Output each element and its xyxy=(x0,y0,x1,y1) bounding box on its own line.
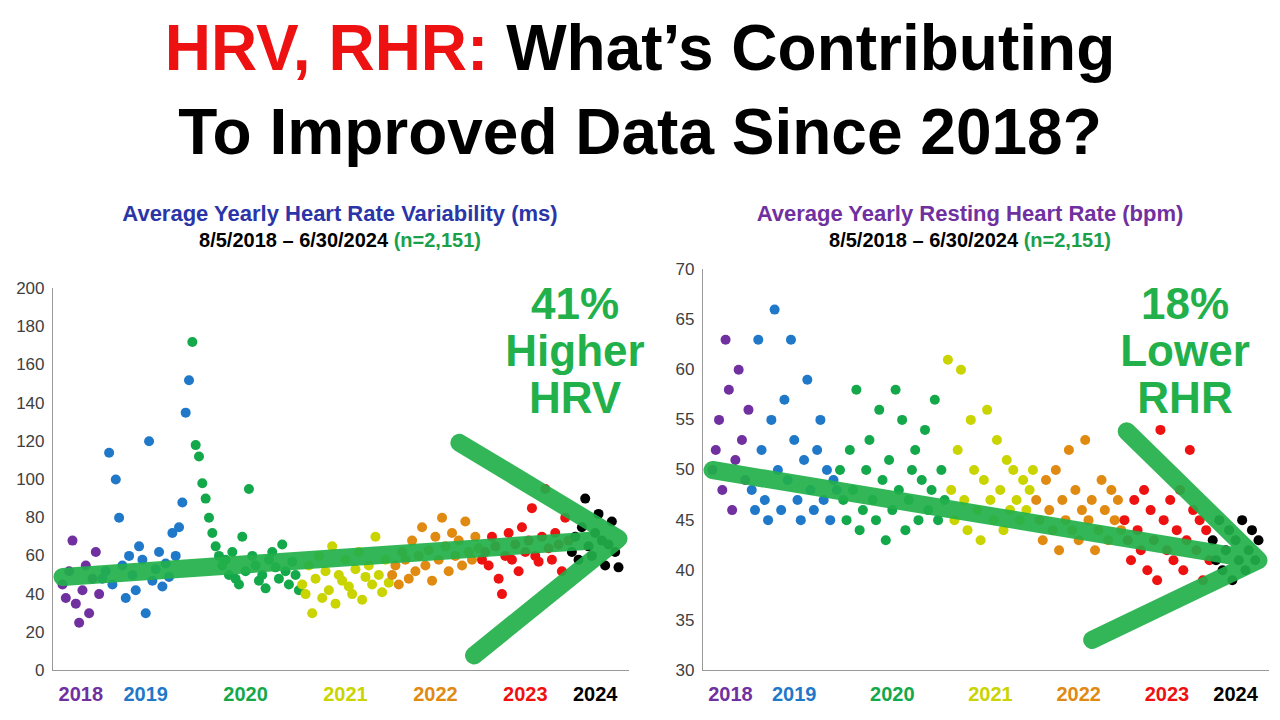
svg-text:2019: 2019 xyxy=(772,683,817,705)
html-text:Average Yearly Resting Heart R: Average Yearly Resting Heart Rate (bpm) xyxy=(756,201,1184,226)
html-text:To Improved Data Since 2018?: To Improved Data Since 2018? xyxy=(178,96,1102,168)
svg-text:40: 40 xyxy=(676,561,695,580)
html-text:HRV: HRV xyxy=(528,373,621,422)
svg-text:2024: 2024 xyxy=(1213,683,1258,705)
html-text:Average Yearly Heart Rate Vari: Average Yearly Heart Rate Variability (m… xyxy=(122,201,558,226)
svg-text:2019: 2019 xyxy=(123,683,168,705)
svg-text:2021: 2021 xyxy=(323,683,368,705)
svg-text:70: 70 xyxy=(676,260,695,279)
html-text:Higher: Higher xyxy=(505,326,645,375)
svg-text:35: 35 xyxy=(676,611,695,630)
svg-text:2018: 2018 xyxy=(708,683,753,705)
svg-text:30: 30 xyxy=(676,661,695,680)
svg-text:140: 140 xyxy=(16,394,44,413)
html-text:18%: 18% xyxy=(1141,279,1229,328)
svg-text:40: 40 xyxy=(26,585,45,604)
svg-text:45: 45 xyxy=(676,511,695,530)
svg-text:2023: 2023 xyxy=(503,683,548,705)
svg-text:20: 20 xyxy=(26,623,45,642)
svg-text:50: 50 xyxy=(676,460,695,479)
svg-text:2020: 2020 xyxy=(223,683,268,705)
svg-text:120: 120 xyxy=(16,432,44,451)
svg-text:80: 80 xyxy=(26,508,45,527)
svg-text:2023: 2023 xyxy=(1145,683,1190,705)
svg-text:100: 100 xyxy=(16,470,44,489)
html-text:Lower: Lower xyxy=(1120,326,1250,375)
svg-text:0: 0 xyxy=(35,661,44,680)
svg-text:160: 160 xyxy=(16,355,44,374)
svg-text:55: 55 xyxy=(676,410,695,429)
html-text:RHR: RHR xyxy=(1137,373,1233,422)
svg-text:2018: 2018 xyxy=(59,683,104,705)
html-text:8/5/2018 – 6/30/2024 (n=2,151): 8/5/2018 – 6/30/2024 (n=2,151) xyxy=(199,229,481,251)
svg-text:2020: 2020 xyxy=(870,683,915,705)
svg-text:2022: 2022 xyxy=(1056,683,1101,705)
svg-text:2022: 2022 xyxy=(413,683,458,705)
html-text:41%: 41% xyxy=(531,279,619,328)
svg-text:200: 200 xyxy=(16,279,44,298)
svg-text:60: 60 xyxy=(26,546,45,565)
svg-text:180: 180 xyxy=(16,317,44,336)
svg-text:2021: 2021 xyxy=(968,683,1013,705)
html-text:HRV, RHR: What’s Contributing: HRV, RHR: What’s Contributing xyxy=(164,12,1116,84)
svg-text:2024: 2024 xyxy=(573,683,618,705)
svg-text:65: 65 xyxy=(676,310,695,329)
svg-text:60: 60 xyxy=(676,360,695,379)
html-text:8/5/2018 – 6/30/2024 (n=2,151): 8/5/2018 – 6/30/2024 (n=2,151) xyxy=(829,229,1111,251)
